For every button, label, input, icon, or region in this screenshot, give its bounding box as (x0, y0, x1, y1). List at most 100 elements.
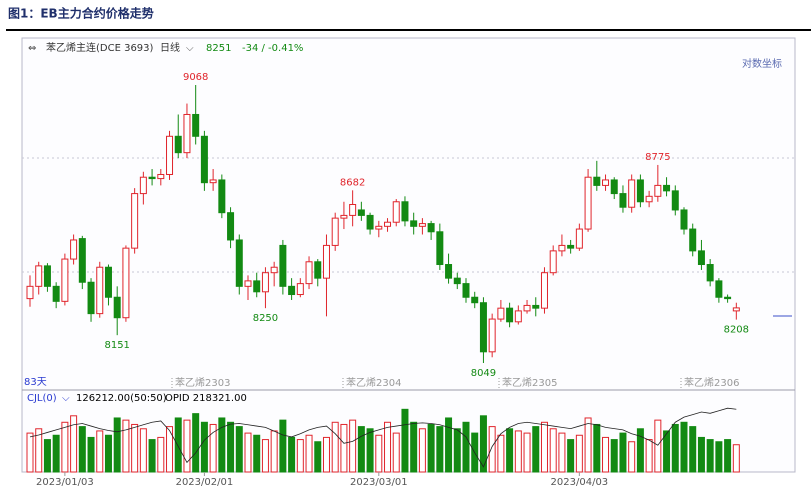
contract-label: 苯乙烯2303 (175, 376, 230, 389)
volume-bar (296, 439, 304, 473)
candle-body (340, 214, 348, 219)
candle-body (26, 285, 34, 300)
volume-bar (183, 419, 191, 473)
volume-bar (340, 423, 348, 473)
volume-bar (314, 441, 322, 473)
volume-bar (384, 421, 392, 473)
volume-bar (558, 432, 566, 473)
volume-bar (87, 436, 95, 473)
candle-body (209, 179, 217, 184)
volume-bar (445, 417, 453, 473)
candle-body (261, 272, 269, 293)
candle-body (279, 244, 287, 287)
extreme-label: 9068 (183, 72, 208, 83)
volume-bar (532, 426, 540, 473)
volume-bar (235, 426, 243, 473)
volume-bar (427, 423, 435, 473)
candle-body (401, 201, 409, 222)
volume-bar (166, 426, 174, 473)
volume-bar (418, 428, 426, 473)
volume-bar (157, 436, 165, 473)
candle-body (697, 250, 705, 266)
volume-bar (148, 439, 156, 473)
dropdown-arrow[interactable]: ⌵ (62, 393, 70, 404)
contract-label: 苯乙烯2306 (684, 376, 739, 389)
candle-body (218, 179, 226, 214)
candle-body (96, 266, 104, 315)
candle-body (436, 231, 444, 266)
candle-body (174, 135, 182, 154)
contract-label: 苯乙烯2304 (346, 376, 401, 389)
volume-bar (288, 436, 296, 473)
candle-body (375, 225, 383, 230)
volume-bar (349, 419, 357, 473)
x-tick-label: 2023/04/03 (551, 477, 609, 488)
extreme-label: 8682 (340, 177, 365, 188)
volume-bar (200, 421, 208, 473)
dropdown-arrow[interactable]: ⌵ (186, 43, 194, 54)
candle-body (732, 307, 740, 312)
candle-body (567, 244, 575, 249)
volume-bar (43, 439, 51, 473)
candle-body (619, 193, 627, 208)
volume-bar (26, 432, 34, 473)
candle-body (654, 184, 662, 197)
extreme-label: 8208 (724, 325, 749, 336)
candle-body (366, 214, 374, 230)
candle-body (384, 221, 392, 227)
volume-bar (52, 434, 60, 473)
candle-body (523, 304, 531, 312)
span: 83天 (24, 377, 47, 388)
volume-bar (113, 417, 121, 473)
candle-body (270, 266, 278, 274)
candle-body (357, 209, 365, 216)
candle-body (148, 176, 156, 180)
volume-bar (392, 432, 400, 473)
candle-body (331, 217, 339, 246)
volume-bar (514, 430, 522, 473)
volume-bar (715, 441, 723, 473)
volume-bar (331, 421, 339, 473)
last-price: 8251 (206, 43, 231, 54)
candle-body (479, 302, 487, 353)
candle-body (610, 179, 618, 195)
chart-title: 图1：EB主力合约价格走势 (8, 6, 154, 21)
candle-body (427, 223, 435, 233)
volume-bar (689, 426, 697, 473)
extreme-label: 8151 (104, 340, 129, 351)
candle-body (506, 307, 514, 323)
volume-bar (270, 430, 278, 473)
candle-body (244, 280, 252, 287)
volume-bar (610, 439, 618, 473)
candle-body (636, 179, 644, 203)
candle-body (122, 247, 130, 319)
candle-body (488, 318, 496, 353)
candle-body (532, 304, 540, 309)
candle-body (183, 113, 191, 154)
candle-body (235, 239, 243, 287)
candle-body (322, 244, 330, 279)
volume-bar (78, 426, 86, 473)
volume-bar (523, 432, 531, 473)
candle-body (575, 228, 583, 249)
volume-bar (453, 428, 461, 473)
candle-body (724, 296, 732, 300)
volume-bar (462, 421, 470, 473)
scale-mode[interactable]: 对数坐标 (742, 57, 782, 70)
candle-body (104, 266, 112, 298)
extreme-label: 8250 (253, 313, 278, 324)
extreme-label: 8049 (471, 368, 496, 379)
candle-body (645, 195, 653, 203)
volume-bar (401, 408, 409, 473)
candle-body (497, 307, 505, 320)
volume-bar (131, 423, 139, 473)
period: 日线 (160, 41, 180, 54)
candle-body (296, 283, 304, 296)
candle-body (418, 223, 426, 227)
volume-bar (479, 415, 487, 473)
volume-bar (96, 430, 104, 473)
candle-body (253, 280, 261, 293)
candle-body (689, 228, 697, 252)
candle-body (671, 190, 679, 211)
